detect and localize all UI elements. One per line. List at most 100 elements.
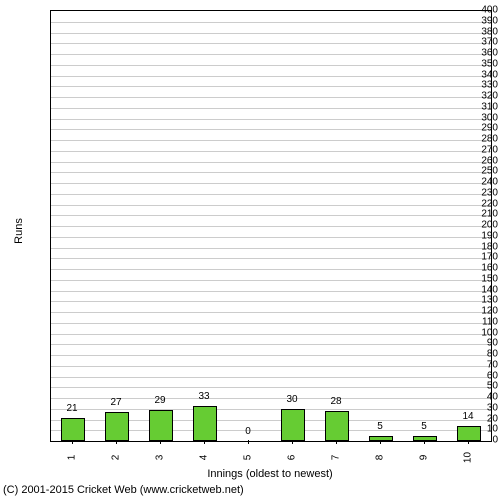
bar xyxy=(325,411,349,441)
y-tick-label: 50 xyxy=(452,381,498,392)
x-tick-label: 8 xyxy=(375,448,386,468)
bar-value-label: 27 xyxy=(110,397,121,408)
gridline xyxy=(51,323,491,324)
x-tick-mark xyxy=(468,440,469,444)
plot-area xyxy=(50,10,492,442)
y-tick-label: 130 xyxy=(452,295,498,306)
gridline xyxy=(51,215,491,216)
gridline xyxy=(51,355,491,356)
bar-value-label: 21 xyxy=(66,403,77,414)
bar-value-label: 5 xyxy=(377,421,383,432)
gridline xyxy=(51,65,491,66)
bar xyxy=(193,406,217,441)
gridline xyxy=(51,140,491,141)
gridline xyxy=(51,258,491,259)
y-tick-label: 90 xyxy=(452,338,498,349)
bar-value-label: 0 xyxy=(245,426,251,437)
y-tick-label: 120 xyxy=(452,306,498,317)
x-tick-label: 3 xyxy=(155,448,166,468)
y-tick-label: 0 xyxy=(452,435,498,446)
gridline xyxy=(51,129,491,130)
x-tick-mark xyxy=(336,440,337,444)
gridline xyxy=(51,312,491,313)
x-tick-mark xyxy=(292,440,293,444)
y-tick-label: 210 xyxy=(452,209,498,220)
y-tick-label: 170 xyxy=(452,252,498,263)
x-axis-label: Innings (oldest to newest) xyxy=(50,468,490,480)
bar-value-label: 33 xyxy=(198,391,209,402)
bar xyxy=(105,412,129,441)
y-tick-label: 160 xyxy=(452,263,498,274)
x-tick-mark xyxy=(380,440,381,444)
y-tick-label: 150 xyxy=(452,273,498,284)
y-tick-label: 40 xyxy=(452,392,498,403)
y-tick-label: 20 xyxy=(452,413,498,424)
bar-value-label: 28 xyxy=(330,396,341,407)
x-tick-mark xyxy=(248,440,249,444)
gridline xyxy=(51,162,491,163)
gridline xyxy=(51,205,491,206)
y-tick-label: 10 xyxy=(452,424,498,435)
y-tick-label: 370 xyxy=(452,37,498,48)
gridline xyxy=(51,183,491,184)
y-tick-label: 250 xyxy=(452,166,498,177)
gridline xyxy=(51,291,491,292)
gridline xyxy=(51,194,491,195)
x-tick-label: 9 xyxy=(419,448,430,468)
x-tick-mark xyxy=(116,440,117,444)
copyright-text: (C) 2001-2015 Cricket Web (www.cricketwe… xyxy=(3,484,244,496)
y-tick-label: 220 xyxy=(452,198,498,209)
y-tick-label: 60 xyxy=(452,370,498,381)
gridline xyxy=(51,54,491,55)
y-tick-label: 270 xyxy=(452,144,498,155)
y-tick-label: 320 xyxy=(452,91,498,102)
gridline xyxy=(51,301,491,302)
gridline xyxy=(51,97,491,98)
x-tick-label: 1 xyxy=(67,448,78,468)
x-tick-label: 6 xyxy=(287,448,298,468)
y-tick-label: 390 xyxy=(452,15,498,26)
bar xyxy=(61,418,85,441)
y-tick-label: 230 xyxy=(452,187,498,198)
gridline xyxy=(51,151,491,152)
bar xyxy=(149,410,173,441)
y-tick-label: 100 xyxy=(452,327,498,338)
y-tick-label: 380 xyxy=(452,26,498,37)
gridline xyxy=(51,172,491,173)
bar-value-label: 14 xyxy=(462,411,473,422)
y-tick-label: 110 xyxy=(452,316,498,327)
gridline xyxy=(51,76,491,77)
gridline xyxy=(51,377,491,378)
y-tick-label: 260 xyxy=(452,155,498,166)
y-tick-label: 400 xyxy=(452,5,498,16)
y-tick-label: 30 xyxy=(452,402,498,413)
gridline xyxy=(51,119,491,120)
gridline xyxy=(51,334,491,335)
gridline xyxy=(51,33,491,34)
y-tick-label: 350 xyxy=(452,58,498,69)
x-tick-label: 10 xyxy=(463,448,474,468)
gridline xyxy=(51,366,491,367)
gridline xyxy=(51,86,491,87)
bar xyxy=(281,409,305,441)
y-axis-label: Runs xyxy=(13,218,25,244)
x-tick-label: 2 xyxy=(111,448,122,468)
gridline xyxy=(51,22,491,23)
x-tick-mark xyxy=(160,440,161,444)
y-tick-label: 80 xyxy=(452,349,498,360)
gridline xyxy=(51,269,491,270)
y-tick-label: 140 xyxy=(452,284,498,295)
gridline xyxy=(51,409,491,410)
gridline xyxy=(51,248,491,249)
gridline xyxy=(51,237,491,238)
y-tick-label: 340 xyxy=(452,69,498,80)
bar-value-label: 29 xyxy=(154,395,165,406)
gridline xyxy=(51,226,491,227)
gridline xyxy=(51,344,491,345)
bar-value-label: 5 xyxy=(421,421,427,432)
y-tick-label: 290 xyxy=(452,123,498,134)
y-tick-label: 190 xyxy=(452,230,498,241)
y-tick-label: 280 xyxy=(452,134,498,145)
y-tick-label: 330 xyxy=(452,80,498,91)
gridline xyxy=(51,108,491,109)
